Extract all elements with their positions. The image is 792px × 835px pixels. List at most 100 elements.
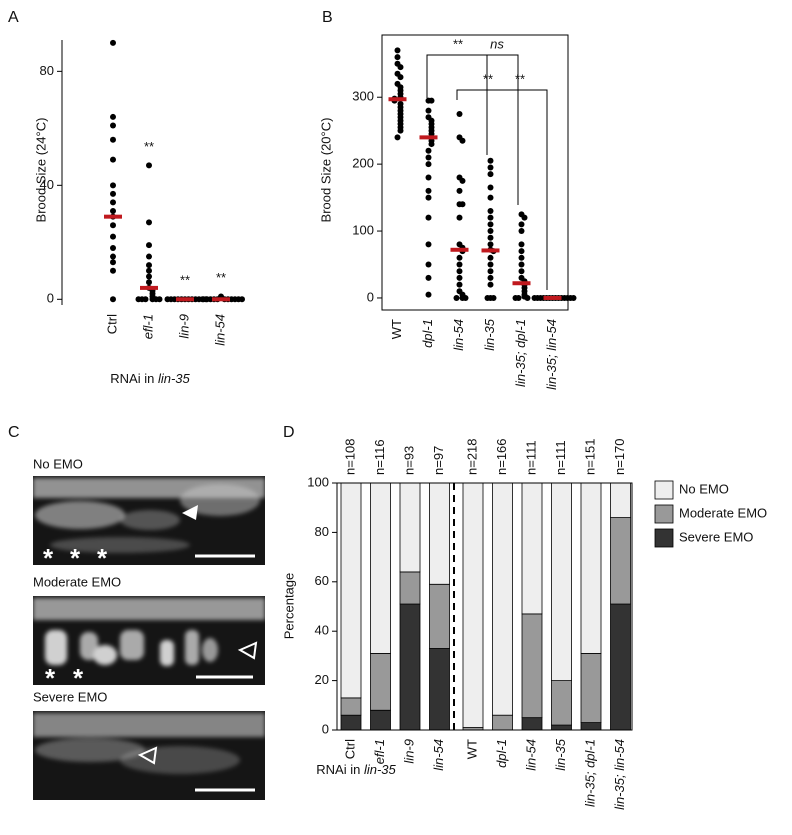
data-point xyxy=(146,242,152,249)
data-point xyxy=(110,222,116,229)
data-point xyxy=(394,47,401,54)
data-point xyxy=(146,279,152,286)
bar-segment xyxy=(492,714,513,731)
x-tick-label: Ctrl xyxy=(342,739,357,759)
x-axis-title: RNAi in lin-35 xyxy=(110,371,190,386)
bar-segment xyxy=(551,680,572,726)
x-axis-title-part: lin-35 xyxy=(364,762,397,777)
data-point xyxy=(518,268,525,275)
n-label: n=151 xyxy=(582,438,597,475)
data-point xyxy=(110,253,116,260)
bar-segment xyxy=(429,482,450,585)
asterisk: * xyxy=(45,663,56,693)
data-point xyxy=(425,174,432,181)
significance: ** xyxy=(515,71,525,86)
bar-segment xyxy=(370,709,391,731)
data-point xyxy=(456,254,463,261)
data-point xyxy=(146,262,152,269)
data-point xyxy=(487,207,494,214)
bar-segment xyxy=(340,482,362,699)
n-label: n=97 xyxy=(431,446,446,475)
data-point xyxy=(487,274,494,281)
legend-swatch xyxy=(654,480,674,500)
data-point xyxy=(146,162,152,169)
data-point xyxy=(425,147,432,154)
x-tick-label: lin-54 xyxy=(451,319,466,351)
y-tick-label: 60 xyxy=(315,573,329,588)
data-point xyxy=(146,219,152,226)
bar-segment xyxy=(551,482,572,682)
data-point xyxy=(521,214,528,221)
bar-segment xyxy=(521,482,543,615)
plot-frame xyxy=(381,34,569,311)
data-point xyxy=(518,221,525,228)
data-point xyxy=(146,253,152,260)
asterisk: * xyxy=(97,543,108,573)
data-point xyxy=(110,245,116,252)
data-point xyxy=(487,157,494,164)
y-tick-label: 80 xyxy=(40,63,54,78)
y-axis-title: Brood Size (20°C) xyxy=(318,118,333,223)
panel-letter: B xyxy=(322,9,333,26)
bar-segment xyxy=(580,722,602,731)
bracket xyxy=(426,54,519,205)
data-point xyxy=(531,294,538,301)
data-point xyxy=(425,291,432,298)
x-tick-label: WT xyxy=(464,739,479,759)
data-point xyxy=(110,199,116,206)
data-point xyxy=(487,234,494,241)
data-point xyxy=(164,296,171,303)
data-point xyxy=(110,136,116,143)
data-point xyxy=(394,54,401,61)
data-point xyxy=(110,156,116,163)
data-point xyxy=(518,228,525,235)
data-point xyxy=(456,281,463,288)
median-bar xyxy=(388,97,407,102)
x-axis-title-part: RNAi in xyxy=(316,762,364,777)
micrographs: C No EMO Moderate EMO xyxy=(8,424,265,800)
legend-label: Moderate EMO xyxy=(679,505,767,520)
data-point xyxy=(487,254,494,261)
median-bar xyxy=(212,297,230,302)
bar-segment xyxy=(580,482,602,654)
significance: ** xyxy=(180,273,190,288)
data-point xyxy=(110,122,116,129)
panel-letter: D xyxy=(283,424,295,441)
y-tick-label: 40 xyxy=(40,177,54,192)
x-tick-label: lin-35 xyxy=(482,318,497,351)
x-tick-label: efl-1 xyxy=(372,739,387,764)
n-label: n=116 xyxy=(372,439,387,475)
y-tick-label: 40 xyxy=(315,623,329,638)
asterisk: * xyxy=(70,543,81,573)
asterisk: * xyxy=(73,663,84,693)
x-tick-label: WT xyxy=(389,319,404,339)
bar-segment xyxy=(399,482,421,573)
data-point xyxy=(456,268,463,275)
panel-letter: C xyxy=(8,424,20,441)
data-point xyxy=(487,228,494,235)
data-point xyxy=(487,221,494,228)
data-point xyxy=(512,294,519,301)
data-point xyxy=(135,296,142,303)
data-point xyxy=(425,274,432,281)
median-bar xyxy=(419,135,438,140)
median-bar xyxy=(104,214,122,219)
bracket xyxy=(456,89,548,290)
median-bar xyxy=(543,295,562,300)
data-point xyxy=(146,273,152,280)
data-point xyxy=(518,254,525,261)
image xyxy=(33,596,265,685)
median-bar xyxy=(140,285,158,290)
n-label: n=93 xyxy=(401,446,416,475)
x-tick-label: efl-1 xyxy=(140,314,155,339)
data-point xyxy=(156,296,163,303)
n-label: n=218 xyxy=(464,438,479,475)
data-point xyxy=(146,267,152,274)
x-tick-label: lin-54 xyxy=(212,314,227,346)
x-tick-label: dpl-1 xyxy=(420,319,435,348)
data-point xyxy=(456,261,463,268)
data-point xyxy=(110,233,116,240)
n-label: n=111 xyxy=(553,440,568,475)
data-point xyxy=(200,296,207,303)
